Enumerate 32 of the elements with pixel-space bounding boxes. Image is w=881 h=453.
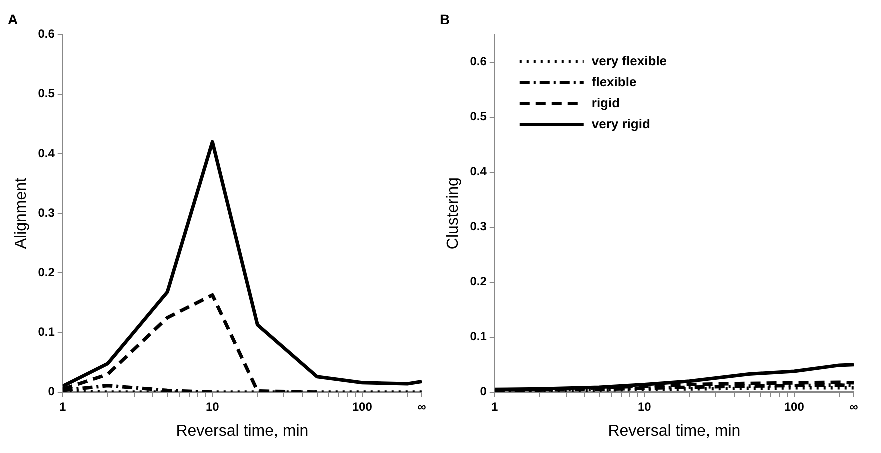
x-tick-label: 100 — [784, 400, 805, 414]
y-tick-label: 0.4 — [38, 146, 56, 160]
y-tick-label: 0.3 — [470, 220, 488, 234]
y-axis-title: Clustering — [445, 178, 462, 250]
chart-title: A — [8, 11, 18, 28]
x-axis-title: Reversal time, min — [176, 422, 309, 440]
x-tick-label: 1 — [60, 400, 67, 414]
y-tick-label: 0.6 — [38, 27, 56, 42]
y-tick-label: 0.6 — [470, 54, 488, 69]
x-tick-label: ∞ — [850, 400, 859, 414]
legend-label: very rigid — [592, 116, 650, 132]
x-tick-label: 100 — [352, 400, 373, 414]
y-tick-label: 0.1 — [470, 330, 488, 344]
y-tick-label: 0.2 — [38, 266, 56, 280]
chart-title: B — [440, 11, 450, 28]
x-tick-label: 1 — [492, 400, 499, 414]
y-tick-label: 0 — [480, 384, 488, 399]
x-axis-title: Reversal time, min — [608, 422, 741, 440]
y-tick-label: 0.2 — [470, 274, 488, 289]
legend-label: flexible — [592, 74, 637, 90]
y-tick-label: 0.5 — [38, 86, 56, 101]
y-tick-label: 0.1 — [38, 325, 56, 340]
x-tick-label: 10 — [638, 400, 652, 414]
x-tick-label: ∞ — [418, 400, 427, 414]
legend-label: rigid — [592, 95, 620, 110]
y-tick-label: 0.5 — [470, 110, 488, 124]
y-axis-title: Alignment — [13, 177, 30, 250]
y-tick-label: 0.4 — [470, 164, 488, 179]
y-tick-label: 0 — [48, 384, 56, 399]
legend-label: very flexible — [592, 53, 668, 68]
x-tick-label: 10 — [206, 400, 220, 414]
y-tick-label: 0.3 — [38, 206, 56, 220]
